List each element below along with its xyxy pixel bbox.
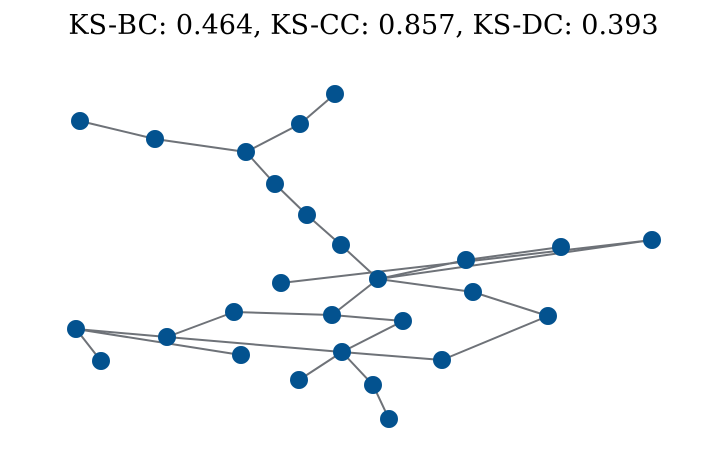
edge-8-15 [331,278,379,316]
edge-9-10 [465,246,562,261]
edge-17-22 [166,336,343,353]
edge-18-22 [341,320,404,353]
node-2 [237,143,255,161]
edge-17-19 [75,328,168,338]
node-19 [67,320,85,338]
edge-0-1 [79,120,156,140]
node-7 [332,236,350,254]
node-18 [394,312,412,330]
node-14 [539,307,557,325]
edge-15-16 [233,311,333,316]
node-9 [457,251,475,269]
edge-26-14 [441,315,549,361]
node-25 [380,410,398,428]
edge-16-17 [166,311,235,338]
node-17 [158,328,176,346]
node-8 [369,270,387,288]
node-10 [552,238,570,256]
node-20 [92,352,110,370]
node-24 [364,376,382,394]
node-22 [333,343,351,361]
edge-22-26 [341,351,443,361]
edge-2-3 [245,123,301,153]
node-16 [225,303,243,321]
figure-title: KS-BC: 0.464, KS-CC: 0.857, KS-DC: 0.393 [68,10,659,41]
edge-13-14 [472,291,549,317]
node-11 [643,231,661,249]
node-0 [71,112,89,130]
edge-8-11 [377,239,653,280]
node-4 [326,85,344,103]
node-23 [290,371,308,389]
node-1 [146,130,164,148]
node-6 [298,206,316,224]
node-3 [291,115,309,133]
node-26 [433,351,451,369]
edge-8-13 [377,278,474,293]
node-21 [232,346,250,364]
node-12 [272,274,290,292]
node-13 [464,283,482,301]
edge-19-21 [75,328,242,356]
edge-1-2 [154,138,247,153]
node-5 [266,175,284,193]
node-15 [323,306,341,324]
nodes-layer [67,85,661,428]
edge-15-18 [331,314,404,322]
